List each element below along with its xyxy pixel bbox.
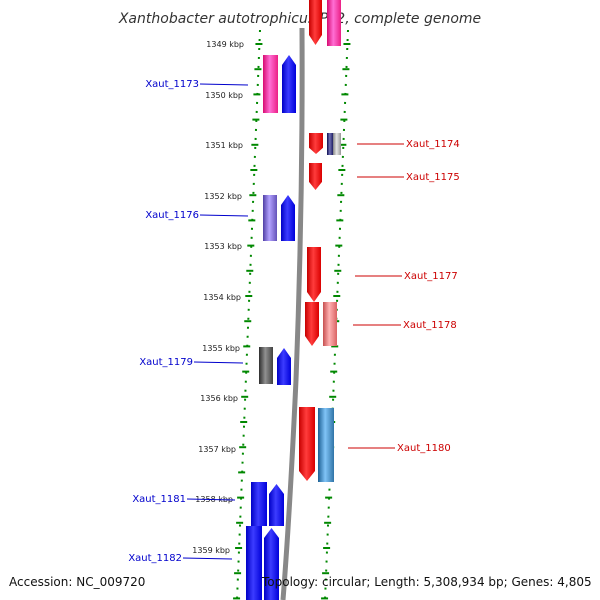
kbp-label: 1350 kbp — [205, 91, 243, 100]
gene-arrow-xaut-1182 — [246, 526, 262, 600]
gene-label-left[interactable]: Xaut_1176 — [145, 210, 199, 221]
gene-features — [246, 0, 341, 600]
gene-arrow-1182-up — [264, 528, 279, 600]
gene-label-left[interactable]: Xaut_1179 — [139, 357, 193, 368]
gene-arrow-1173-blue — [282, 55, 296, 113]
gene-arrow-xaut-1178-shape — [305, 302, 319, 346]
gene-arrow-1176-blue-shape — [281, 195, 295, 241]
gene-label-right[interactable]: Xaut_1174 — [406, 139, 460, 150]
kbp-label: 1355 kbp — [202, 344, 240, 353]
gene-arrow-top-magenta — [327, 0, 341, 46]
gene-arrow-xaut-1182-shape — [246, 526, 262, 600]
kbp-label: 1351 kbp — [205, 141, 243, 150]
gene-label-right[interactable]: Xaut_1178 — [403, 320, 457, 331]
gene-leader-line — [182, 557, 233, 560]
genome-backbone-line — [280, 27, 305, 600]
gene-arrow-xaut-1177 — [307, 247, 321, 302]
gene-leader-line — [199, 214, 249, 217]
map-title: Xanthobacter autotrophicus Py2, complete… — [118, 11, 481, 27]
gene-label-left[interactable]: Xaut_1181 — [132, 494, 186, 505]
kbp-scale-labels: 1349 kbp 1350 kbp 1351 kbp 1352 kbp 1353 kbp… — [192, 40, 244, 555]
gene-arrow-xaut-1181-shape — [251, 482, 267, 526]
gene-labels: Xaut_1173 Xaut_1176 Xaut_1179 Xaut_1181 Xaut… — [128, 79, 459, 564]
gene-arrow-1174-dark-shape — [327, 133, 333, 155]
gene-arrow-1174-dark — [327, 133, 333, 155]
gene-label-right[interactable]: Xaut_1180 — [397, 443, 451, 454]
gene-arrow-1174-gray-shape — [333, 133, 341, 155]
gene-arrow-1181-up-shape — [269, 484, 284, 526]
gene-arrow-1182-up-shape — [264, 528, 279, 600]
gene-arrow-1180-steelblue — [318, 408, 334, 482]
kbp-label: 1357 kbp — [198, 445, 236, 454]
gene-arrow-xaut-1173 — [263, 55, 278, 113]
gene-leader-line — [186, 498, 236, 501]
gene-arrow-xaut-1180 — [299, 407, 315, 481]
gene-arrow-xaut-1178 — [305, 302, 319, 346]
gene-arrow-xaut-1173-shape — [263, 55, 278, 113]
gene-arrow-top-red — [309, 0, 322, 45]
gene-arrow-top-red-shape — [309, 0, 322, 45]
kbp-label: 1352 kbp — [204, 192, 242, 201]
gene-arrow-1173-blue-shape — [282, 55, 296, 113]
gene-arrow-xaut-1177-shape — [307, 247, 321, 302]
gene-leader-line — [193, 361, 244, 364]
gene-label-left[interactable]: Xaut_1173 — [145, 79, 199, 90]
kbp-label: 1356 kbp — [200, 394, 238, 403]
gene-arrow-xaut-1176 — [263, 195, 277, 241]
accession-text: Accession: NC_009720 — [9, 575, 145, 589]
gene-label-right[interactable]: Xaut_1175 — [406, 172, 460, 183]
kbp-label: 1349 kbp — [206, 40, 244, 49]
kbp-label: 1353 kbp — [204, 242, 242, 251]
gene-label-left[interactable]: Xaut_1182 — [128, 553, 182, 564]
gene-arrow-1179-blue-shape — [277, 348, 291, 385]
gene-label-right[interactable]: Xaut_1177 — [404, 271, 458, 282]
topology-text: Topology: circular; Length: 5,308,934 bp… — [261, 575, 592, 589]
gene-arrow-xaut-1174 — [309, 133, 323, 154]
gene-arrow-1180-steelblue-shape — [318, 408, 334, 482]
gene-leader-line — [199, 83, 249, 86]
gene-arrow-xaut-1175-shape — [309, 163, 322, 190]
gene-arrow-xaut-1181 — [251, 482, 267, 526]
gene-arrow-xaut-1176-shape — [263, 195, 277, 241]
gene-arrow-xaut-1179 — [259, 347, 273, 384]
kbp-label: 1354 kbp — [203, 293, 241, 302]
gene-arrow-1176-blue — [281, 195, 295, 241]
gene-arrow-1174-gray — [333, 133, 341, 155]
gene-arrow-xaut-1174-shape — [309, 133, 323, 154]
gene-arrow-top-magenta-shape — [327, 0, 341, 46]
gene-arrow-1178-salmon-shape — [323, 302, 337, 346]
kbp-label: 1359 kbp — [192, 546, 230, 555]
gene-arrow-xaut-1175 — [309, 163, 322, 190]
gene-arrow-1181-up — [269, 484, 284, 526]
gene-arrow-xaut-1179-shape — [259, 347, 273, 384]
gene-arrow-1179-blue — [277, 348, 291, 385]
scale-ticks — [233, 43, 351, 600]
gene-arrow-xaut-1180-shape — [299, 407, 315, 481]
gene-arrow-1178-salmon — [323, 302, 337, 346]
